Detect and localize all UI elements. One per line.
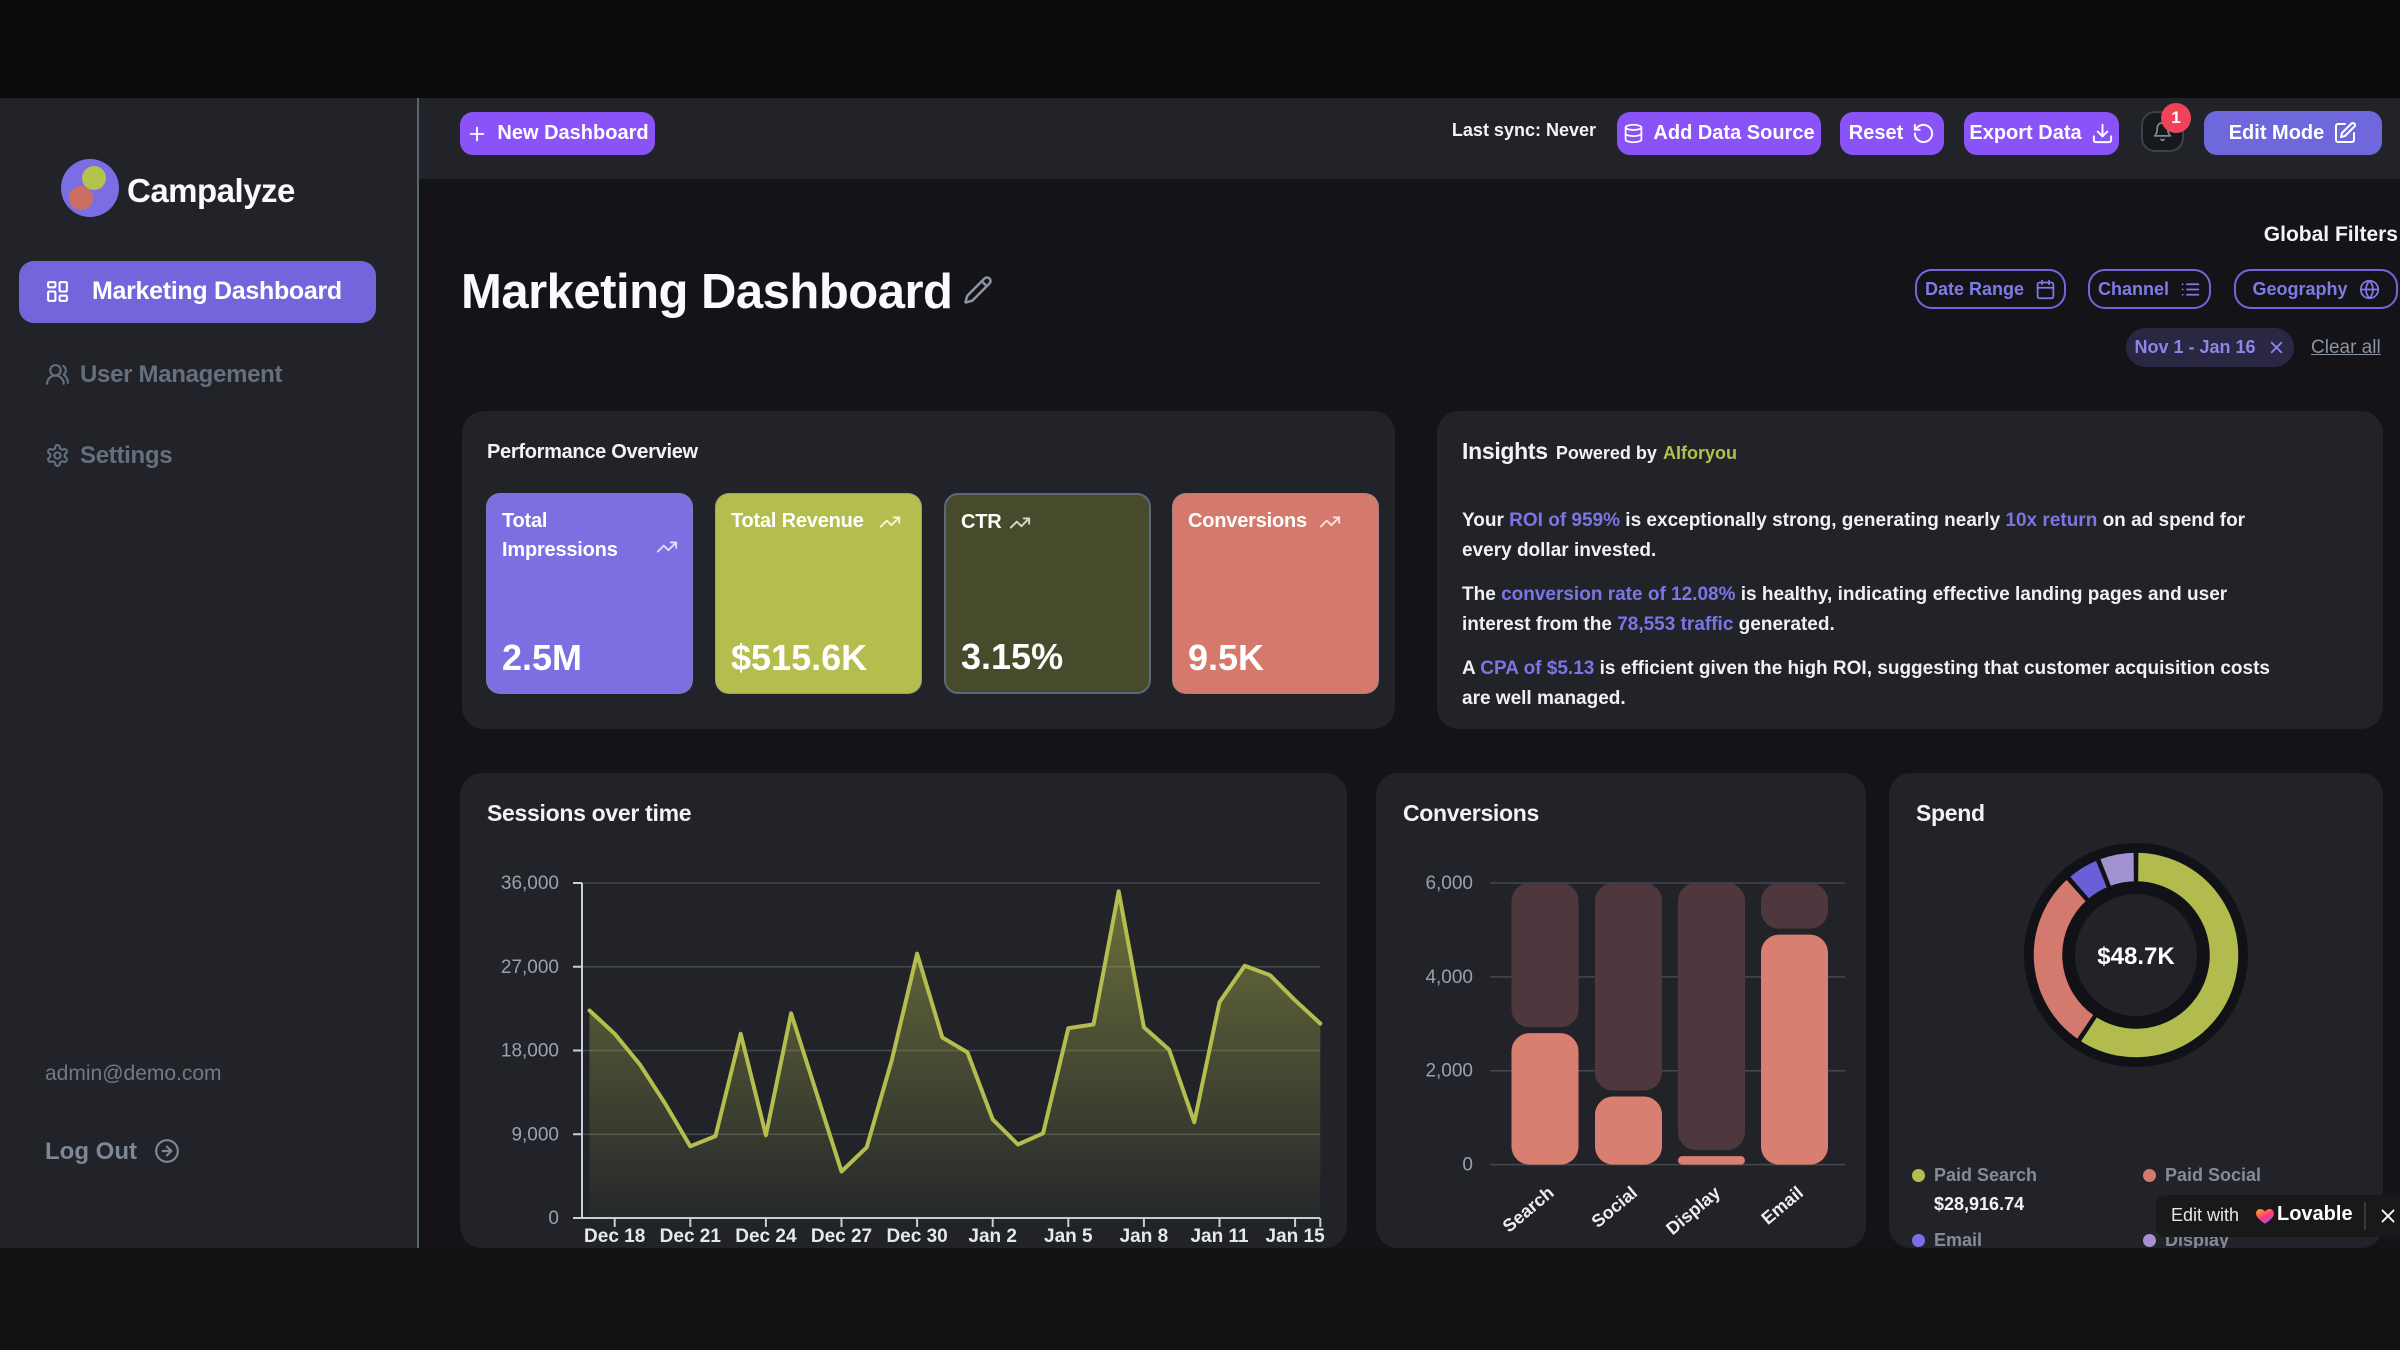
svg-text:0: 0 xyxy=(548,1208,559,1229)
svg-text:Dec 27: Dec 27 xyxy=(811,1226,872,1247)
svg-text:Jan 15: Jan 15 xyxy=(1266,1226,1326,1247)
svg-text:4,000: 4,000 xyxy=(1425,967,1473,988)
svg-text:Dec 24: Dec 24 xyxy=(735,1226,797,1247)
svg-text:Dec 30: Dec 30 xyxy=(886,1226,947,1247)
svg-text:Jan 5: Jan 5 xyxy=(1044,1226,1093,1247)
svg-text:Email: Email xyxy=(1757,1182,1807,1228)
svg-text:Search: Search xyxy=(1499,1182,1558,1236)
svg-text:Dec 18: Dec 18 xyxy=(584,1226,645,1247)
svg-text:18,000: 18,000 xyxy=(501,1041,559,1062)
svg-text:6,000: 6,000 xyxy=(1425,873,1473,894)
svg-text:27,000: 27,000 xyxy=(501,957,559,978)
svg-text:Dec 21: Dec 21 xyxy=(660,1226,722,1247)
svg-text:Social: Social xyxy=(1588,1182,1641,1231)
svg-text:Jan 11: Jan 11 xyxy=(1190,1226,1249,1247)
svg-text:Jan 8: Jan 8 xyxy=(1120,1226,1169,1247)
svg-text:2,000: 2,000 xyxy=(1425,1061,1473,1082)
svg-text:9,000: 9,000 xyxy=(511,1124,559,1145)
svg-text:36,000: 36,000 xyxy=(501,873,559,894)
svg-text:Display: Display xyxy=(1662,1182,1724,1238)
svg-text:Jan 2: Jan 2 xyxy=(968,1226,1017,1247)
svg-text:0: 0 xyxy=(1462,1155,1473,1176)
